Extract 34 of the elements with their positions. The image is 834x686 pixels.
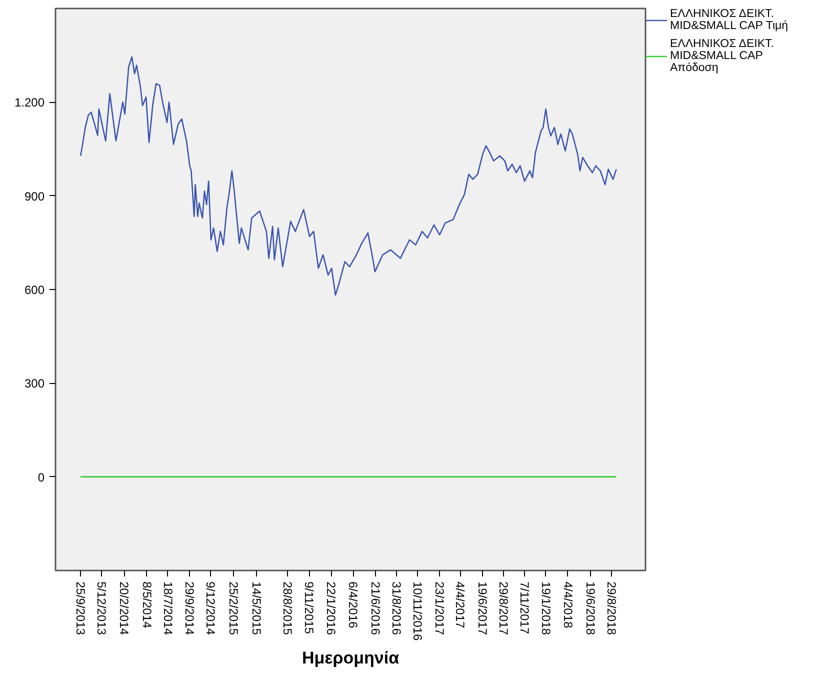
y-tick-label: 300 [24, 376, 45, 391]
x-tick-label: 19/6/2017 [476, 582, 490, 636]
x-tick-label: 18/7/2014 [160, 582, 175, 636]
x-tick-label: 20/2/2014 [117, 582, 132, 636]
x-tick-label: 4/4/2017 [453, 582, 468, 629]
x-tick-label: 6/4/2016 [346, 582, 360, 629]
x-tick-label: 10/11/2016 [410, 582, 424, 641]
legend-label: ΕΛΛΗΝΙΚΟΣ ΔΕΙΚΤ. MID&SMALL CAP Απόδοση [670, 38, 774, 74]
y-tick-label: 1.200 [14, 96, 45, 110]
x-tick-label: 7/11/2017 [517, 582, 532, 634]
x-axis-title: Ημερομηνία [302, 648, 400, 668]
legend-label: ΕΛΛΗΝΙΚΟΣ ΔΕΙΚΤ. MID&SMALL CAP Τιμή [670, 8, 788, 32]
x-tick-label: 25/2/2015 [226, 582, 240, 636]
x-tick-label: 4/4/2018 [560, 582, 575, 629]
x-tick-label: 9/12/2014 [203, 582, 218, 636]
x-tick-label: 14/5/2015 [249, 582, 264, 636]
x-tick-label: 5/12/2013 [94, 582, 109, 636]
x-tick-label: 19/1/2018 [538, 582, 553, 636]
x-tick-label: 29/8/2018 [604, 582, 618, 636]
x-tick-label: 23/1/2017 [432, 582, 446, 636]
x-tick-label: 31/8/2016 [390, 582, 404, 636]
y-tick-label: 900 [24, 189, 45, 204]
y-tick-label: 600 [24, 283, 45, 297]
x-tick-label: 25/9/2013 [74, 582, 88, 636]
x-tick-label: 28/8/2015 [280, 582, 295, 636]
x-tick-label: 8/5/2014 [140, 582, 154, 629]
x-tick-label: 9/11/2015 [302, 582, 316, 634]
y-tick-label: 0 [38, 470, 45, 484]
x-tick-label: 21/6/2016 [368, 582, 383, 636]
x-tick-label: 29/8/2017 [496, 582, 511, 636]
x-tick-label: 19/6/2018 [583, 582, 598, 636]
line-series [80, 56, 617, 296]
x-tick-label: 22/1/2016 [324, 582, 338, 636]
x-tick-label: 29/9/2014 [182, 582, 196, 636]
